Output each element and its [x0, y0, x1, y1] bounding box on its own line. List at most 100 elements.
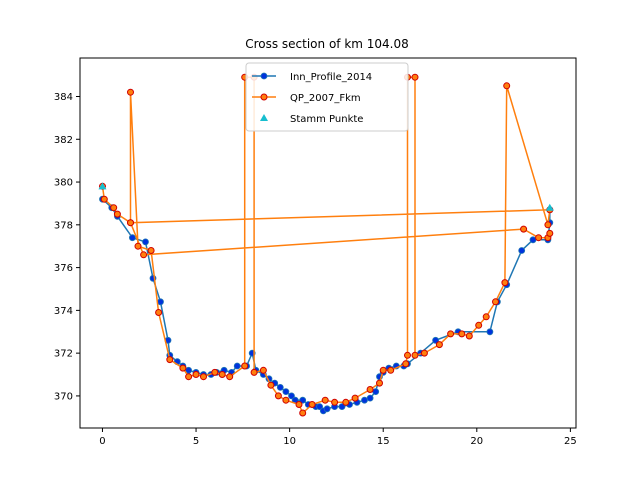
data-point: [200, 373, 207, 381]
data-point: [411, 73, 419, 81]
data-point: [127, 88, 134, 96]
data-point: [241, 362, 249, 370]
legend-marker: [260, 72, 268, 80]
data-point: [267, 381, 275, 389]
data-point: [250, 368, 258, 376]
y-tick-label: 372: [54, 349, 73, 360]
data-point: [192, 371, 200, 378]
data-point: [316, 403, 324, 411]
series-stamm-punkte: [98, 182, 554, 211]
data-point: [546, 229, 554, 237]
data-point: [142, 238, 149, 246]
data-point: [486, 328, 494, 336]
data-point: [295, 401, 303, 408]
y-tick-label: 380: [54, 178, 73, 189]
data-point: [402, 360, 410, 368]
data-point: [518, 247, 526, 254]
data-point: [155, 309, 163, 316]
data-point: [432, 336, 440, 344]
chart-title: Cross section of km 104.08: [245, 37, 409, 51]
axes-layer: 0 5 10 15 20 25 370 372 374 376 378 380 382 384: [54, 57, 577, 447]
data-point: [274, 392, 282, 400]
data-point: [435, 341, 443, 349]
x-tick-label: 5: [193, 436, 199, 447]
data-point: [308, 401, 316, 408]
y-tick-label: 382: [54, 135, 73, 146]
legend-label: Stamm Punkte: [290, 114, 363, 125]
data-point: [299, 396, 307, 404]
data-point: [420, 349, 428, 357]
data-point: [366, 394, 374, 402]
legend-entry: Inn_Profile_2014: [252, 72, 372, 83]
data-point: [323, 405, 331, 413]
data-point: [447, 330, 455, 338]
legend-marker: [260, 93, 268, 101]
data-point: [501, 279, 509, 287]
data-point: [147, 247, 155, 254]
x-tick-label: 0: [99, 436, 105, 447]
data-point: [282, 388, 290, 396]
y-tick-label: 370: [54, 391, 73, 402]
data-point: [211, 368, 219, 376]
legend-entry: QP_2007_Fkm: [252, 93, 361, 104]
data-point: [379, 366, 387, 374]
data-point: [166, 356, 174, 364]
data-point: [331, 398, 339, 406]
data-point: [535, 234, 543, 242]
data-point: [140, 251, 148, 259]
data-point: [100, 195, 108, 203]
data-point: [299, 409, 307, 417]
y-tick-label: 374: [54, 306, 73, 317]
data-point: [544, 221, 552, 229]
series-layer: [98, 73, 554, 417]
data-point: [276, 383, 284, 391]
legend-label: QP_2007_Fkm: [290, 93, 361, 104]
y-tick-label: 378: [54, 220, 73, 231]
data-point: [387, 366, 395, 374]
y-tick-label: 384: [54, 92, 73, 103]
data-point: [492, 298, 499, 306]
x-tick-label: 20: [470, 436, 483, 447]
x-tick-label: 10: [283, 436, 296, 447]
y-tick-label: 376: [54, 263, 73, 274]
legend: Inn_Profile_2014 QP_2007_Fkm Stamm Punkte: [245, 62, 409, 132]
data-point: [233, 362, 241, 370]
data-point: [366, 386, 374, 393]
data-point: [361, 396, 368, 404]
data-point: [226, 373, 234, 381]
data-point: [282, 396, 290, 404]
data-point: [404, 351, 411, 359]
data-point: [134, 242, 142, 250]
data-point: [520, 225, 528, 233]
data-point: [179, 364, 187, 372]
data-point: [113, 210, 121, 218]
data-point: [218, 371, 226, 378]
data-point: [185, 373, 193, 381]
data-point: [376, 379, 383, 387]
stamm-point: [545, 203, 554, 211]
data-point: [342, 398, 350, 406]
data-point: [411, 351, 419, 359]
data-point: [128, 234, 136, 242]
x-tick-label: 15: [377, 436, 390, 447]
stamm-point: [98, 182, 107, 190]
legend-marker: [260, 114, 268, 121]
axes-frame: [79, 57, 577, 429]
x-tick-label: 25: [564, 436, 577, 447]
data-point: [351, 394, 359, 402]
series-qp-2007-fkm: [99, 73, 554, 417]
legend-box: [245, 62, 409, 132]
data-point: [503, 82, 511, 90]
data-point: [458, 330, 466, 338]
data-point: [157, 298, 164, 306]
data-point: [321, 396, 329, 404]
data-point: [475, 321, 483, 329]
data-point: [110, 204, 118, 212]
data-point: [288, 392, 295, 400]
data-point: [259, 366, 267, 374]
legend-entry: Stamm Punkte: [260, 114, 363, 125]
legend-label: Inn_Profile_2014: [290, 72, 372, 83]
data-point: [482, 313, 490, 321]
data-point: [338, 403, 346, 411]
